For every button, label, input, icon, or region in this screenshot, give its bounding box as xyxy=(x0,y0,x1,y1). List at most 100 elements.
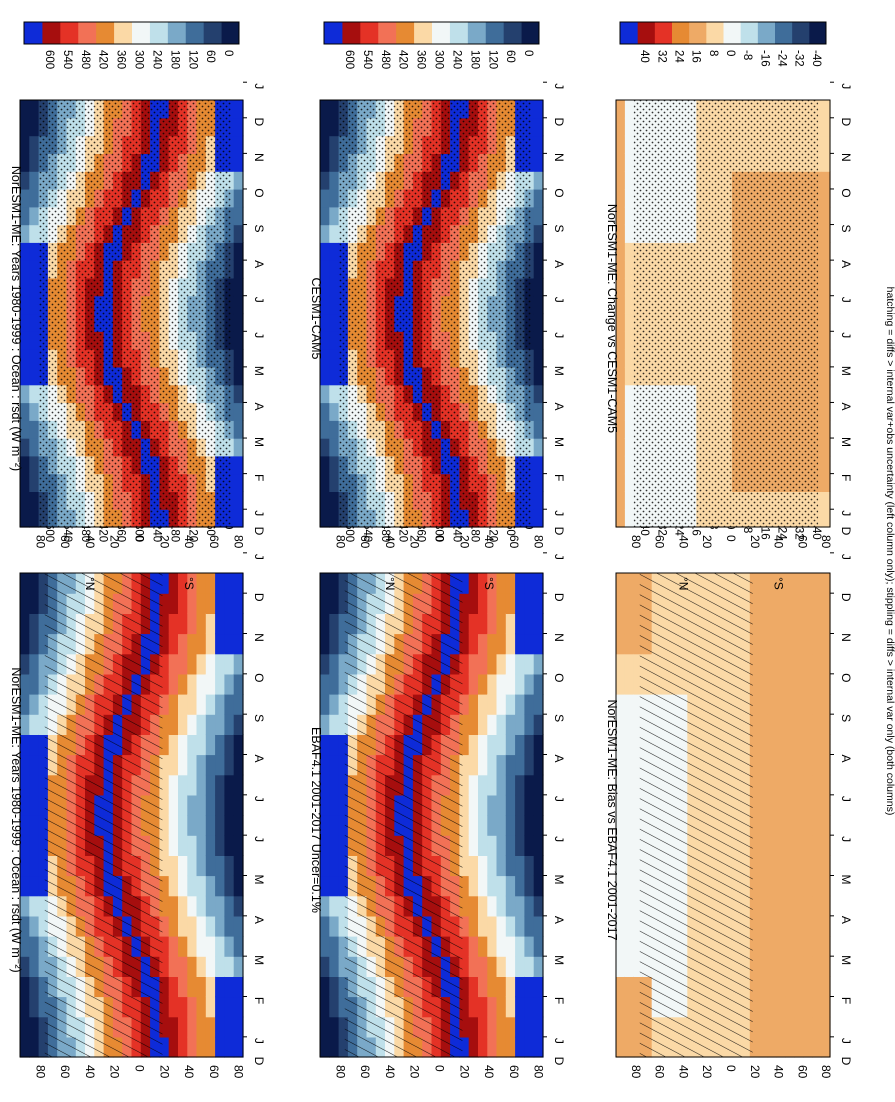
colorbar-tick-label: 180 xyxy=(468,50,480,69)
x-tick-label: D xyxy=(552,593,566,602)
heatmap-cell xyxy=(794,915,804,937)
heatmap-cell xyxy=(329,774,340,796)
heatmap-cell xyxy=(320,633,330,655)
heatmap-cell xyxy=(821,694,831,715)
heatmap-cell xyxy=(20,135,30,154)
heatmap-cell xyxy=(821,936,831,957)
heatmap-cell xyxy=(487,875,498,897)
y-tick-label: 60 xyxy=(795,535,809,549)
x-tick-label: J xyxy=(839,83,853,89)
heatmap-cell xyxy=(496,734,507,756)
heatmap-cell xyxy=(758,1016,769,1038)
x-tick-label: M xyxy=(839,437,853,447)
heatmap-cell xyxy=(224,734,235,756)
heatmap-cell xyxy=(487,714,498,735)
heatmap-cell xyxy=(29,613,40,635)
heatmap-cell xyxy=(338,835,349,856)
heatmap-cell xyxy=(29,224,40,243)
heatmap-cell xyxy=(20,349,30,368)
heatmap-cell xyxy=(624,224,635,243)
heatmap-cell xyxy=(468,936,479,957)
heatmap-cell xyxy=(767,694,778,715)
heatmap-cell xyxy=(803,936,813,957)
heatmap-cell xyxy=(487,976,498,998)
heatmap-cell xyxy=(515,815,525,836)
heatmap-cell xyxy=(794,653,804,675)
heatmap-cell xyxy=(812,915,822,937)
heatmap-cell xyxy=(233,384,244,404)
heatmap-cell xyxy=(505,956,516,977)
heatmap-cell xyxy=(233,331,244,350)
heatmap-cell xyxy=(749,895,760,917)
heatmap-cell xyxy=(20,242,30,261)
stipple-overlay xyxy=(338,100,531,527)
heatmap-cell xyxy=(478,734,488,756)
heatmap-cell xyxy=(776,956,786,977)
heatmap-cell xyxy=(205,774,216,796)
heatmap-cell xyxy=(821,242,831,261)
colorbar-tick-label: 420 xyxy=(97,523,109,542)
heatmap-cell xyxy=(205,875,216,897)
y-tick-label: 60 xyxy=(653,535,667,549)
heatmap-cell xyxy=(616,171,626,190)
colorbar-tick-label: 240 xyxy=(450,50,462,69)
heatmap-cell xyxy=(515,915,525,937)
heatmap-cell xyxy=(468,915,479,937)
y-tick-label: 80 xyxy=(333,535,347,549)
colorbar-swatch xyxy=(341,22,361,44)
heatmap-cell xyxy=(320,331,330,350)
heatmap-cell xyxy=(633,613,644,635)
heatmap-cell xyxy=(459,734,470,756)
heatmap-cell xyxy=(20,117,30,137)
heatmap-cell xyxy=(749,1016,760,1038)
heatmap-cell xyxy=(159,976,170,998)
y-tick-label: 40 xyxy=(383,1065,397,1079)
heatmap-cell xyxy=(616,633,626,655)
heatmap-cell xyxy=(468,613,479,635)
heatmap-cell xyxy=(233,366,244,386)
heatmap-cell xyxy=(624,438,635,457)
heatmap-cell xyxy=(616,509,626,528)
colorbar-tick-label: 180 xyxy=(168,50,180,69)
x-tick-label: O xyxy=(552,673,566,682)
heatmap-cell xyxy=(168,895,179,917)
heatmap-cell xyxy=(29,1016,40,1038)
heatmap-cell xyxy=(196,774,207,796)
heatmap-cell xyxy=(767,915,778,937)
heatmap-cell xyxy=(233,1036,244,1058)
heatmap-cell xyxy=(624,331,635,350)
heatmap-cell xyxy=(616,455,626,475)
y-tick-label: 40 xyxy=(772,1065,786,1079)
heatmap-cell xyxy=(776,774,786,796)
heatmap-cell xyxy=(320,593,330,614)
heatmap-cell xyxy=(624,694,635,715)
heatmap-cell xyxy=(524,633,535,655)
heatmap-cell xyxy=(329,349,340,368)
heatmap-cell xyxy=(821,774,831,796)
heatmap-cell xyxy=(767,835,778,856)
heatmap-cell xyxy=(205,714,216,735)
heatmap-cell xyxy=(803,915,813,937)
heatmap-cell xyxy=(478,774,488,796)
colorbar-tick-label: 360 xyxy=(415,523,427,542)
overlay-group xyxy=(338,100,531,527)
heatmap-cell xyxy=(487,673,498,695)
heatmap-cell xyxy=(187,915,198,937)
heatmap-cell xyxy=(624,455,635,475)
heatmap-cell xyxy=(633,714,644,735)
y-tick-label: 20 xyxy=(700,1065,714,1079)
heatmap-cell xyxy=(320,1016,330,1038)
heatmap-cell xyxy=(168,734,179,756)
heatmap-cell xyxy=(821,653,831,675)
colorbar-swatch xyxy=(359,22,379,44)
colorbar-tick-label: 120 xyxy=(186,523,198,542)
heatmap-cell xyxy=(794,694,804,715)
heatmap-cell xyxy=(329,673,340,695)
x-tick-label: D xyxy=(252,593,266,602)
heatmap-cell xyxy=(29,153,40,172)
hatching-overlay xyxy=(639,573,753,1057)
heatmap-cell xyxy=(233,915,244,937)
heatmap-cell xyxy=(20,1036,30,1058)
heatmap-cell xyxy=(487,855,498,877)
